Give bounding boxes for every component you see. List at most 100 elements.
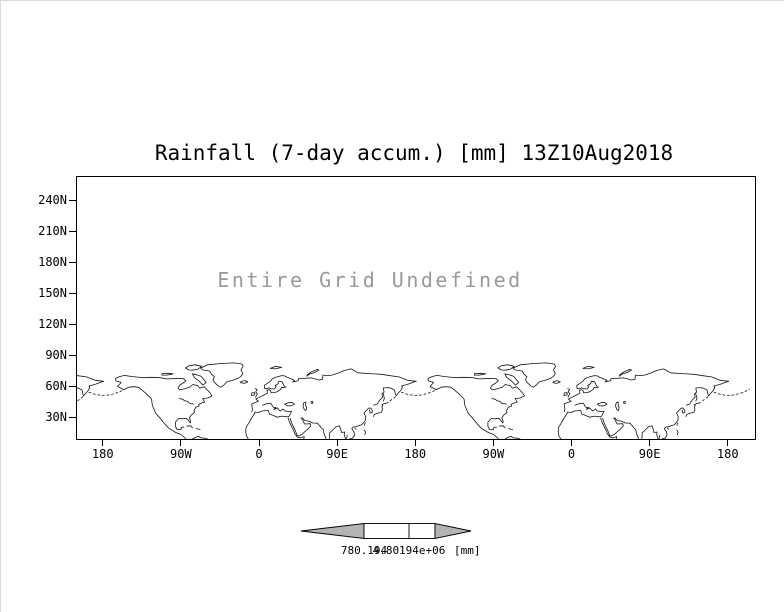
coastline-path [328,425,346,439]
coastline-path [428,380,499,439]
coastline-path [512,362,556,388]
x-axis-label: 180 [716,447,739,461]
coastline-path [504,436,521,439]
colorbar-cell [363,523,436,539]
coastline-path [346,434,348,439]
coastline-path [557,410,605,439]
coastline-path [195,428,201,430]
coastline-path [498,425,506,429]
colorbar-right-arrow-icon [434,522,472,540]
coastline-path [306,369,320,377]
grid-undefined-message: Entire Grid Undefined [217,268,523,292]
coastline-path [88,388,125,396]
x-axis-tick [180,439,182,446]
coastline-path [685,402,700,417]
y-axis-tick [69,199,76,201]
world-coastline-map [77,362,750,439]
y-axis-label: 90N [45,348,67,362]
coastline-path [254,388,258,398]
coastline-path [698,396,709,404]
coastline-path [427,375,525,430]
coastline-path [401,388,438,396]
coastline-path [574,402,605,412]
x-axis-label: 90W [482,447,505,461]
x-axis-tick [492,439,494,446]
x-axis-tick [414,439,416,446]
coastline-path [115,375,213,430]
x-axis-label: 90W [170,447,192,461]
y-axis-label: 210N [38,224,67,238]
coastline-path [115,380,187,439]
coastline-path [77,380,105,397]
coastline-path [491,398,507,405]
coastline-path [474,372,487,376]
coastline-path [373,402,387,417]
coastline-path [508,428,513,430]
x-axis-label: 0 [255,447,263,461]
plot-frame: Entire Grid Undefined [76,176,756,440]
y-axis-tick [69,292,76,294]
coastline-path [289,417,312,437]
x-axis-label: 180 [91,447,114,461]
coastline-path [619,369,632,377]
y-axis-label: 60N [45,379,67,393]
x-axis-label: 0 [567,447,576,461]
coastline-path [667,428,670,430]
x-axis-label: 90E [638,447,661,461]
coastline-path [713,388,750,396]
coastline-path [240,380,249,384]
coastline-path [302,417,327,439]
coastline-path [200,362,244,388]
coastline-path [77,375,105,382]
coastline-path [382,393,385,402]
coastline-path [563,392,568,396]
coastline-path [614,417,639,439]
coastline-path [602,417,624,437]
x-axis-label: 90E [326,447,348,461]
coastline-path [504,373,520,386]
coastline-path [552,380,561,384]
coastline-path [192,436,208,439]
coastline-path [641,425,659,439]
coastline-path [262,402,292,412]
y-axis-tick [69,416,76,418]
y-axis-tick [69,261,76,263]
coastline-path [354,428,357,430]
coastline-path [284,401,295,407]
coastline-path [349,407,373,439]
coastline-path [386,396,396,404]
y-axis-label: 30N [45,410,67,424]
coastline-path [563,368,730,413]
colorbar-tick-label: 780.194 [340,544,388,557]
coastline-path [373,380,417,406]
coastline-path [658,434,661,439]
x-axis-tick [102,439,104,446]
coastline-path [363,429,367,435]
coastline-path [661,407,686,439]
plot-title: Rainfall (7-day accum.) [mm] 13Z10Aug201… [154,141,674,165]
coastline-path [596,401,608,407]
colorbar-left-arrow-icon [300,522,365,540]
y-axis-label: 150N [38,286,67,300]
x-axis-tick [336,439,338,446]
y-axis-label: 240N [38,193,67,207]
colorbar-tick-label: 4.80194e+06 [372,544,446,557]
y-axis-tick [69,354,76,356]
coastline-path [582,365,595,370]
x-axis-tick [258,439,260,446]
coastline-path [600,417,618,439]
coastline-path [615,401,620,411]
coastline-path [185,364,203,371]
coastline-path [251,392,256,396]
x-axis-tick [649,439,651,446]
coastline-path [685,380,730,406]
x-axis-tick [570,439,572,446]
coastline-path [567,388,571,398]
coastline-path [178,398,194,405]
coastline-path [161,372,174,376]
coastline-path [623,401,626,404]
coastline-path [287,417,305,439]
x-axis-label: 180 [404,447,427,461]
coastline-path [186,425,194,429]
